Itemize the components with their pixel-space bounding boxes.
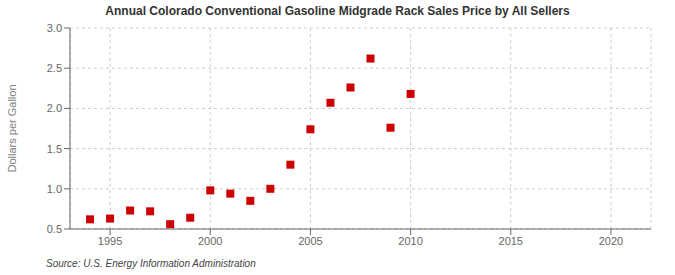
svg-text:2015: 2015 bbox=[499, 235, 523, 247]
svg-text:1.5: 1.5 bbox=[47, 143, 62, 155]
html-text:Annual Colorado Conventional G: Annual Colorado Conventional Gasoline Mi… bbox=[105, 4, 570, 18]
svg-text:0.5: 0.5 bbox=[47, 223, 62, 235]
svg-text:2000: 2000 bbox=[198, 235, 222, 247]
svg-text:1995: 1995 bbox=[98, 235, 122, 247]
svg-text:3.0: 3.0 bbox=[47, 22, 62, 34]
svg-text:2020: 2020 bbox=[599, 235, 623, 247]
svg-text:2.5: 2.5 bbox=[47, 62, 62, 74]
svg-text:2010: 2010 bbox=[398, 235, 422, 247]
svg-text:Dollars per Gallon: Dollars per Gallon bbox=[8, 84, 18, 172]
html-text:Source: U.S. Energy Informatio: Source: U.S. Energy Information Administ… bbox=[46, 258, 256, 269]
svg-text:1.0: 1.0 bbox=[47, 183, 62, 195]
svg-text:2.0: 2.0 bbox=[47, 102, 62, 114]
svg-text:2005: 2005 bbox=[298, 235, 322, 247]
